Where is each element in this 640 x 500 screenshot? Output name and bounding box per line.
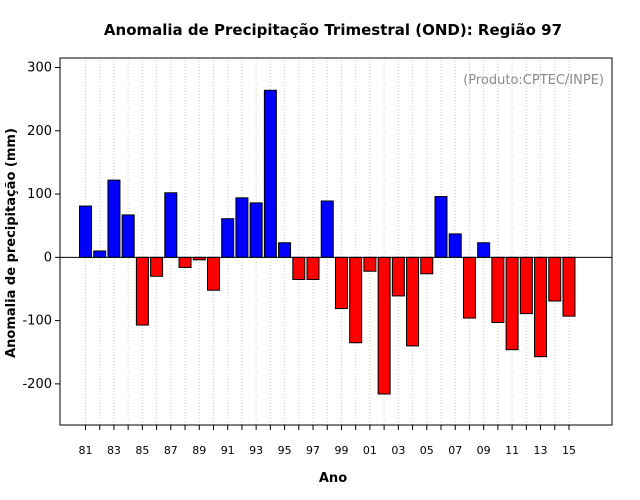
bar-00 xyxy=(349,256,363,344)
bar-91 xyxy=(221,218,235,258)
y-tick-label: 300 xyxy=(27,60,52,75)
bar-94 xyxy=(263,89,277,258)
x-tick-label: 91 xyxy=(221,444,235,457)
bar-95 xyxy=(278,242,292,258)
bar-13 xyxy=(534,256,548,358)
x-tick-label: 87 xyxy=(164,444,178,457)
bar-14 xyxy=(548,256,562,302)
y-tick-label: 0 xyxy=(44,250,52,265)
x-tick-label: 13 xyxy=(534,444,548,457)
bar-08 xyxy=(462,256,476,319)
plot-frame xyxy=(59,57,613,426)
y-axis-title: Anomalia de precipitação (mm) xyxy=(4,128,19,358)
x-tick-label: 81 xyxy=(79,444,93,457)
bar-92 xyxy=(235,197,249,258)
x-tick-label: 93 xyxy=(249,444,263,457)
bar-97 xyxy=(306,256,320,280)
x-tick-label: 97 xyxy=(306,444,320,457)
bar-85 xyxy=(135,256,149,326)
bar-11 xyxy=(505,256,519,351)
bar-12 xyxy=(519,256,533,315)
bar-98 xyxy=(320,200,334,258)
x-tick-label: 99 xyxy=(334,444,348,457)
x-tick-label: 05 xyxy=(420,444,434,457)
bar-87 xyxy=(164,192,178,258)
bar-10 xyxy=(491,256,505,323)
bar-93 xyxy=(249,202,263,258)
x-tick-label: 95 xyxy=(278,444,292,457)
bar-04 xyxy=(406,256,420,347)
chart-title: Anomalia de Precipitação Trimestral (OND… xyxy=(104,21,562,39)
x-tick-label: 15 xyxy=(562,444,576,457)
x-tick-label: 01 xyxy=(363,444,377,457)
bar-84 xyxy=(121,214,135,258)
bar-96 xyxy=(292,256,306,280)
x-axis-title: Ano xyxy=(319,471,347,486)
y-tick-label: -200 xyxy=(22,377,52,392)
x-tick-label: 11 xyxy=(505,444,519,457)
bar-83 xyxy=(107,179,121,258)
y-tick-label: 100 xyxy=(27,187,52,202)
y-axis: -200 -100 0 100 200 300 xyxy=(22,60,60,392)
bar-03 xyxy=(391,256,405,297)
y-tick-label: 200 xyxy=(27,124,52,139)
x-tick-label: 07 xyxy=(448,444,462,457)
bar-86 xyxy=(150,256,164,277)
x-tick-label: 85 xyxy=(135,444,149,457)
bar-series xyxy=(79,89,576,395)
bar-15 xyxy=(562,256,576,317)
bar-82 xyxy=(93,250,107,258)
x-axis: 81 83 85 87 89 91 93 95 97 99 01 03 05 07 09 11 13 15 xyxy=(79,425,576,457)
bar-88 xyxy=(178,256,192,268)
bar-06 xyxy=(434,196,448,258)
bar-05 xyxy=(420,256,434,275)
x-tick-label: 89 xyxy=(192,444,206,457)
x-tick-label: 83 xyxy=(107,444,121,457)
bar-81 xyxy=(79,205,92,258)
bar-90 xyxy=(206,256,220,291)
bar-07 xyxy=(448,233,462,258)
bar-99 xyxy=(334,256,348,310)
credit-annotation: (Produto:CPTEC/INPE) xyxy=(463,73,604,88)
bar-02 xyxy=(377,256,391,395)
y-tick-label: -100 xyxy=(22,314,52,329)
bar-09 xyxy=(477,242,491,258)
bar-01 xyxy=(363,256,377,272)
x-tick-label: 03 xyxy=(391,444,405,457)
x-tick-label: 09 xyxy=(477,444,491,457)
